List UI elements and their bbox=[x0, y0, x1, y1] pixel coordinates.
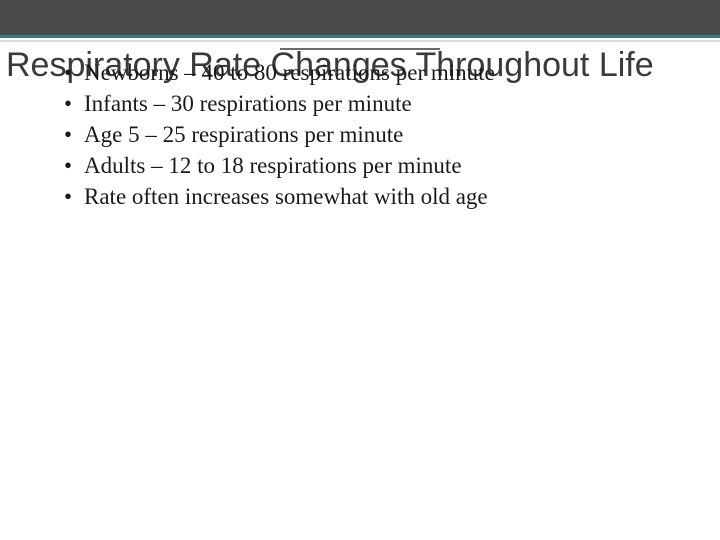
top-decorative-band bbox=[0, 0, 720, 38]
accent-line bbox=[280, 48, 440, 50]
list-item: Age 5 – 25 respirations per minute bbox=[64, 119, 710, 150]
list-item: Newborns – 40 to 80 respirations per min… bbox=[64, 57, 710, 88]
list-item: Rate often increases somewhat with old a… bbox=[64, 181, 710, 212]
list-item: Adults – 12 to 18 respirations per minut… bbox=[64, 150, 710, 181]
list-item: Infants – 30 respirations per minute bbox=[64, 88, 710, 119]
bullet-list: Newborns – 40 to 80 respirations per min… bbox=[0, 57, 720, 212]
